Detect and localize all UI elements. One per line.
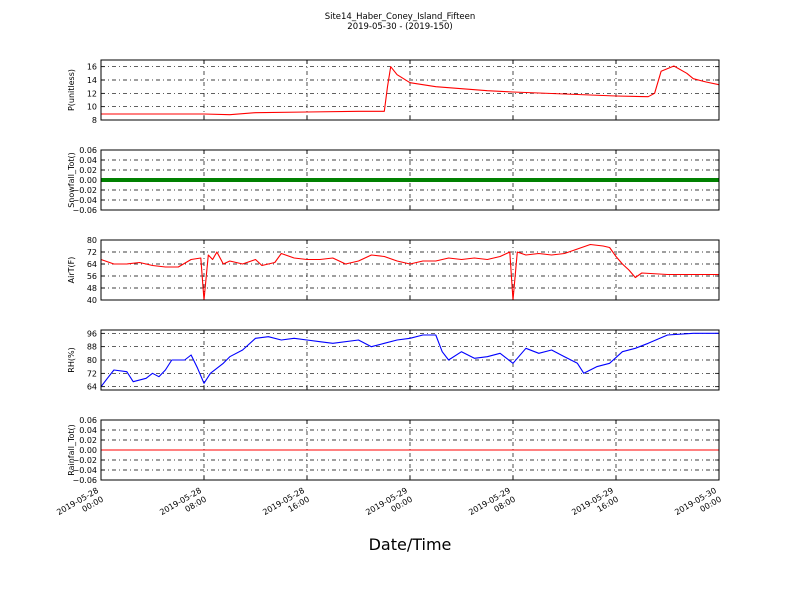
y-tick-label: −0.04 [72,466,97,475]
y-tick-label: 40 [87,296,97,305]
panel-frame [100,239,720,301]
x-tick-label: 2019-05-3000:00 [673,486,723,526]
y-axis-label: Rainfall_Tot() [67,424,76,476]
y-tick-label: 96 [87,329,97,338]
chart-subtitle: 2019-05-30 - (2019-150) [347,22,452,32]
panel-frame [100,419,720,481]
x-tick-label: 2019-05-2916:00 [570,486,620,526]
y-tick-label: 0.00 [79,446,97,455]
panel-5: −0.06−0.04−0.020.000.020.040.06Rainfall_… [67,416,720,485]
y-tick-label: 12 [87,89,97,98]
y-tick-label: 88 [87,343,97,352]
y-tick-label: 8 [92,116,97,125]
x-tick-label: 2019-05-2800:00 [55,486,105,526]
y-tick-label: 0.06 [79,146,97,155]
y-tick-label: 56 [87,272,97,281]
y-tick-label: −0.02 [72,456,97,465]
y-tick-label: −0.06 [72,206,97,215]
x-tick-label: 2019-05-2816:00 [261,486,311,526]
y-tick-label: 14 [87,76,97,85]
y-tick-label: −0.04 [72,196,97,205]
y-tick-label: 16 [87,63,97,72]
y-tick-label: 80 [87,236,97,245]
y-axis-label: AirT(F) [67,257,76,284]
panel-1: 8 10 12 14 16 P(unitless) [67,59,720,125]
x-axis-label: Date/Time [369,535,452,554]
x-tick-label: 2019-05-2908:00 [467,486,517,526]
series-line [101,65,720,116]
y-tick-label: 48 [87,284,97,293]
panel-frame [100,329,720,391]
y-tick-label: 0.06 [79,416,97,425]
y-tick-label: 0.00 [79,176,97,185]
y-axis-label: P(unitless) [67,69,76,111]
y-tick-label: 64 [87,260,97,269]
y-axis-label: RH(%) [67,347,76,372]
panel-frame [100,59,720,121]
y-tick-label: 64 [87,383,97,392]
panel-3: 40 48 56 64 72 80 AirT(F) [67,236,720,305]
panel-frame [100,149,720,211]
panel-4: 64 72 80 88 96 RH(%) [67,329,720,392]
y-tick-label: 80 [87,356,97,365]
x-tick-label: 2019-05-2900:00 [364,486,414,526]
panel-2: −0.06−0.04−0.020.000.020.040.06Snowfall_… [67,146,720,215]
y-tick-label: −0.06 [72,476,97,485]
y-tick-label: −0.02 [72,186,97,195]
chart-title: Site14_Haber_Coney_Island_Fifteen [325,12,476,22]
series-line [100,332,719,388]
y-tick-label: 0.04 [79,426,97,435]
y-tick-label: 10 [87,103,97,112]
y-tick-label: 0.02 [79,166,97,175]
series-line [100,243,719,301]
y-tick-label: 0.02 [79,436,97,445]
y-axis-label: Snowfall_Tot() [67,152,76,208]
panels-layer: 810121416P(unitless)−0.06−0.04−0.020.000… [55,59,723,526]
y-tick-label: 72 [87,248,97,257]
y-tick-label: 72 [87,369,97,378]
y-tick-label: 0.04 [79,156,97,165]
x-tick-label: 2019-05-2808:00 [158,486,208,526]
